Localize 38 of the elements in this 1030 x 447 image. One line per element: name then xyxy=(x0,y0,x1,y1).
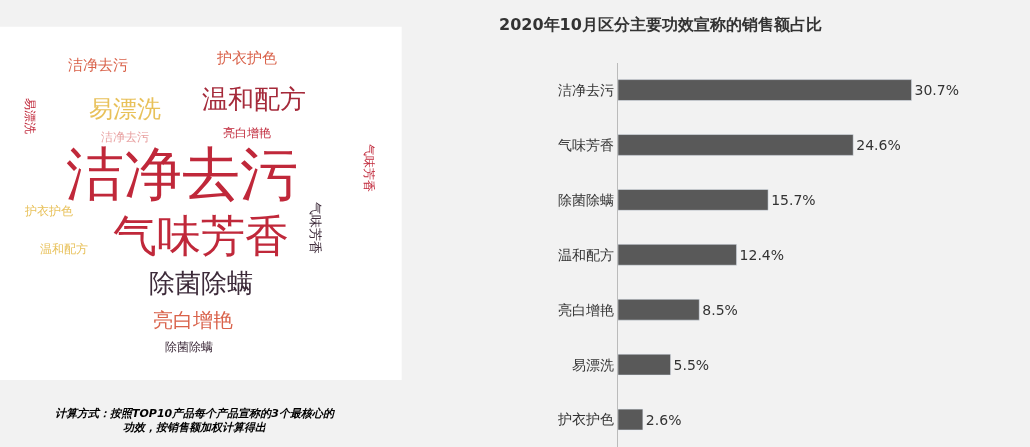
y-tick-label: 易漂洗 xyxy=(572,356,615,373)
bar xyxy=(618,353,671,376)
y-tick-label: 护衣护色 xyxy=(557,411,615,428)
text: 气味芳香 xyxy=(307,202,323,255)
text: 温和配方 xyxy=(40,242,88,256)
bar xyxy=(618,299,700,321)
bar xyxy=(618,189,769,211)
data-label: 12.4% xyxy=(739,246,785,263)
text: 亮白增艳 xyxy=(153,308,233,332)
y-tick-label: 除菌除螨 xyxy=(558,191,615,208)
data-label: 5.5% xyxy=(673,356,710,373)
bar xyxy=(618,79,912,101)
data-label: 8.5% xyxy=(702,301,738,318)
text: 亮白增艳 xyxy=(223,126,271,140)
y-tick-label: 洁净去污 xyxy=(558,81,615,98)
bar xyxy=(618,134,854,156)
y-tick-label: 温和配方 xyxy=(558,246,615,263)
text: 护衣护色 xyxy=(24,204,73,218)
data-label: 30.7% xyxy=(914,82,960,99)
y-tick-label: 亮白增艳 xyxy=(558,301,615,318)
chart-title: 2020年10月区分主要功效宣称的销售额占比 xyxy=(499,15,822,34)
text: 洁净去污 xyxy=(101,130,149,144)
y-tick-label: 气味芳香 xyxy=(558,136,615,153)
text: 计算方式：按照TOP10产品每个产品宣称的3个最核心的功效，按销售额加权计算得出 xyxy=(55,407,336,435)
text: 气味芳香 xyxy=(113,210,289,261)
text: 除菌除螨 xyxy=(165,340,213,354)
text: 易漂洗 xyxy=(22,97,37,134)
text: 除菌除螨 xyxy=(149,268,253,298)
text: 洁净去污 xyxy=(68,56,128,74)
data-label: 24.6% xyxy=(856,136,901,153)
text: 易漂洗 xyxy=(89,95,161,123)
data-label: 2.6% xyxy=(645,411,682,428)
data-label: 15.7% xyxy=(771,191,816,208)
text: 温和配方 xyxy=(202,84,306,114)
text: 护衣护色 xyxy=(216,49,277,67)
bar xyxy=(618,408,644,431)
bar xyxy=(618,244,737,266)
text: 气味芳香 xyxy=(361,143,376,192)
